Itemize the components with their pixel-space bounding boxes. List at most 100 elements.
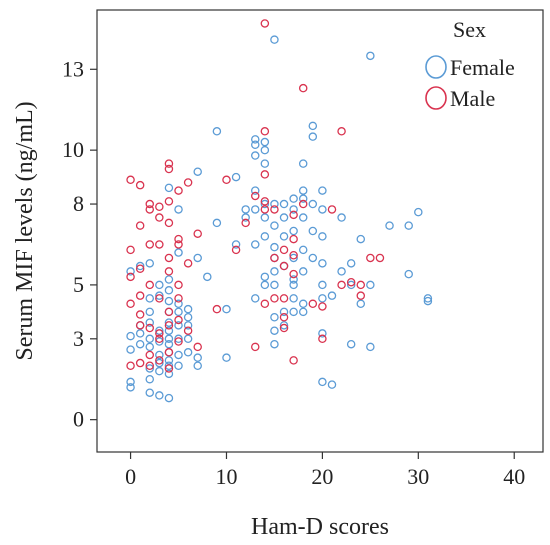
- data-point-male: [270, 205, 279, 214]
- data-point-male: [135, 321, 145, 330]
- data-point-male: [270, 294, 279, 303]
- data-point-male: [126, 361, 135, 371]
- data-point-female: [135, 261, 145, 271]
- data-point-female: [366, 51, 375, 61]
- data-point-female: [155, 358, 164, 368]
- data-point-female: [298, 299, 308, 309]
- data-point-female: [327, 291, 337, 300]
- data-point-female: [279, 232, 289, 241]
- data-point-male: [164, 197, 174, 206]
- data-point-male: [155, 356, 164, 365]
- data-point-female: [289, 275, 298, 284]
- data-point-female: [183, 321, 193, 330]
- data-point-female: [318, 205, 327, 214]
- data-point-male: [135, 291, 145, 300]
- data-point-female: [126, 331, 135, 341]
- data-point-female: [366, 342, 375, 352]
- data-point-male: [260, 19, 270, 28]
- data-point-female: [289, 294, 298, 303]
- data-point-male: [145, 205, 155, 214]
- data-point-male: [145, 199, 155, 209]
- data-point-male: [260, 197, 270, 206]
- data-point-male: [174, 280, 183, 290]
- data-point-male: [251, 342, 260, 352]
- data-point-female: [270, 35, 279, 44]
- y-tick-label: 5: [73, 272, 84, 297]
- data-point-female: [260, 213, 270, 222]
- y-tick-label: 8: [73, 191, 84, 216]
- data-point-male: [126, 175, 135, 185]
- data-point-female: [423, 294, 433, 303]
- data-point-female: [289, 307, 298, 317]
- data-point-male: [164, 164, 174, 174]
- data-point-female: [366, 280, 375, 290]
- data-point-female: [145, 318, 155, 327]
- x-axis-label: Ham-D scores: [251, 514, 389, 540]
- data-point-male: [174, 234, 183, 244]
- data-point-female: [279, 213, 289, 222]
- data-point-female: [289, 194, 298, 203]
- data-point-female: [260, 137, 270, 147]
- data-point-female: [174, 307, 183, 317]
- data-point-female: [356, 234, 366, 244]
- data-point-male: [318, 302, 327, 311]
- data-point-female: [308, 226, 318, 236]
- data-point-female: [145, 374, 155, 384]
- x-tick-label: 0: [125, 464, 136, 489]
- data-point-male: [260, 205, 270, 214]
- data-point-male: [279, 245, 289, 255]
- data-point-male: [231, 245, 241, 255]
- data-point-female: [289, 205, 298, 214]
- y-tick-label: 13: [62, 56, 84, 81]
- data-point-female: [260, 232, 270, 241]
- data-point-female: [212, 218, 222, 228]
- data-point-female: [222, 304, 231, 314]
- data-point-male: [145, 350, 155, 360]
- data-point-female: [155, 291, 164, 300]
- legend-title: Sex: [453, 17, 486, 42]
- data-point-female: [164, 393, 174, 403]
- data-point-female: [174, 299, 183, 309]
- data-point-female: [385, 221, 394, 230]
- data-point-female: [164, 339, 174, 349]
- data-point-male: [260, 170, 270, 179]
- data-point-female: [251, 294, 260, 303]
- data-point-male: [298, 83, 308, 93]
- data-point-female: [318, 232, 327, 241]
- data-point-male: [135, 358, 145, 368]
- data-point-male: [126, 272, 135, 282]
- data-point-female: [308, 132, 318, 141]
- data-point-male: [289, 269, 298, 279]
- data-point-female: [164, 296, 174, 306]
- data-point-male: [164, 267, 174, 276]
- data-point-male: [145, 240, 155, 249]
- data-point-female: [155, 326, 164, 335]
- data-point-male: [337, 127, 346, 136]
- data-point-female: [298, 267, 308, 276]
- data-point-female: [337, 267, 346, 276]
- data-point-male: [135, 310, 145, 319]
- data-point-female: [308, 121, 318, 131]
- data-point-female: [183, 312, 193, 322]
- data-point-female: [318, 377, 327, 387]
- data-point-female: [231, 172, 241, 182]
- data-point-male: [241, 218, 250, 228]
- data-point-female: [174, 248, 183, 257]
- data-point-female: [145, 294, 155, 303]
- data-point-female: [174, 350, 183, 360]
- data-point-female: [155, 337, 164, 346]
- data-point-male: [289, 210, 298, 220]
- data-point-male: [155, 294, 164, 303]
- data-point-female: [270, 339, 279, 349]
- data-point-female: [270, 312, 279, 322]
- data-point-female: [126, 383, 135, 392]
- data-point-female: [337, 213, 346, 222]
- data-point-male: [183, 259, 193, 268]
- data-point-male: [251, 191, 260, 201]
- data-point-female: [183, 304, 193, 314]
- data-point-female: [270, 242, 279, 252]
- data-point-female: [126, 267, 135, 276]
- data-point-male: [308, 299, 318, 309]
- data-point-male: [337, 280, 346, 290]
- data-point-female: [270, 221, 279, 230]
